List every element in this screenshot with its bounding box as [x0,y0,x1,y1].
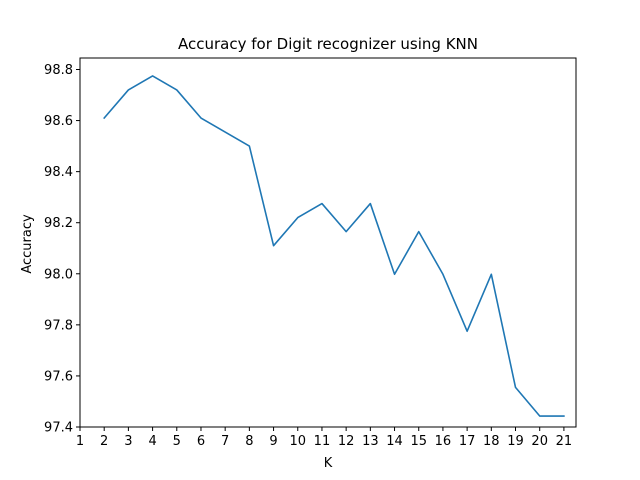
y-tick-label: 98.6 [44,114,73,129]
y-axis-label: Accuracy [20,214,35,274]
y-tick-label: 97.8 [44,318,73,333]
x-axis-label: K [324,456,333,471]
x-tick-label: 10 [289,434,306,449]
x-tick-label: 3 [124,434,132,449]
x-tick-label: 9 [269,434,277,449]
x-tick-label: 12 [338,434,355,449]
x-tick-label: 13 [362,434,379,449]
x-tick-label: 16 [435,434,452,449]
x-tick-label: 7 [221,434,229,449]
x-tick-label: 15 [410,434,427,449]
x-tick-label: 17 [459,434,476,449]
x-tick-label: 5 [173,434,181,449]
y-tick-label: 98.8 [44,63,73,78]
x-tick-label: 6 [197,434,205,449]
series-line [103,75,565,417]
x-tick-label: 14 [386,434,403,449]
x-tick-label: 2 [100,434,108,449]
x-tick-label: 8 [245,434,253,449]
x-tick-label: 1 [76,434,84,449]
y-axis-ticks: 97.4 97.6 97.8 98.0 98.2 98.4 98.6 98.8 [44,63,80,436]
x-tick-label: 19 [507,434,524,449]
y-tick-label: 97.4 [44,421,73,436]
x-tick-label: 11 [314,434,331,449]
y-tick-label: 98.2 [44,216,73,231]
x-tick-label: 20 [531,434,548,449]
plot-frame [79,57,577,428]
x-tick-label: 21 [556,434,573,449]
y-tick-label: 98.0 [44,267,73,282]
y-tick-label: 98.4 [44,165,73,180]
x-tick-label: 18 [483,434,500,449]
x-axis-ticks: 1 2 3 4 5 6 7 8 9 10 11 12 13 14 15 16 17 18 19 20 21 [76,427,572,449]
y-tick-label: 97.6 [44,369,73,384]
x-tick-label: 4 [148,434,156,449]
chart-title: Accuracy for Digit recognizer using KNN [178,35,478,53]
